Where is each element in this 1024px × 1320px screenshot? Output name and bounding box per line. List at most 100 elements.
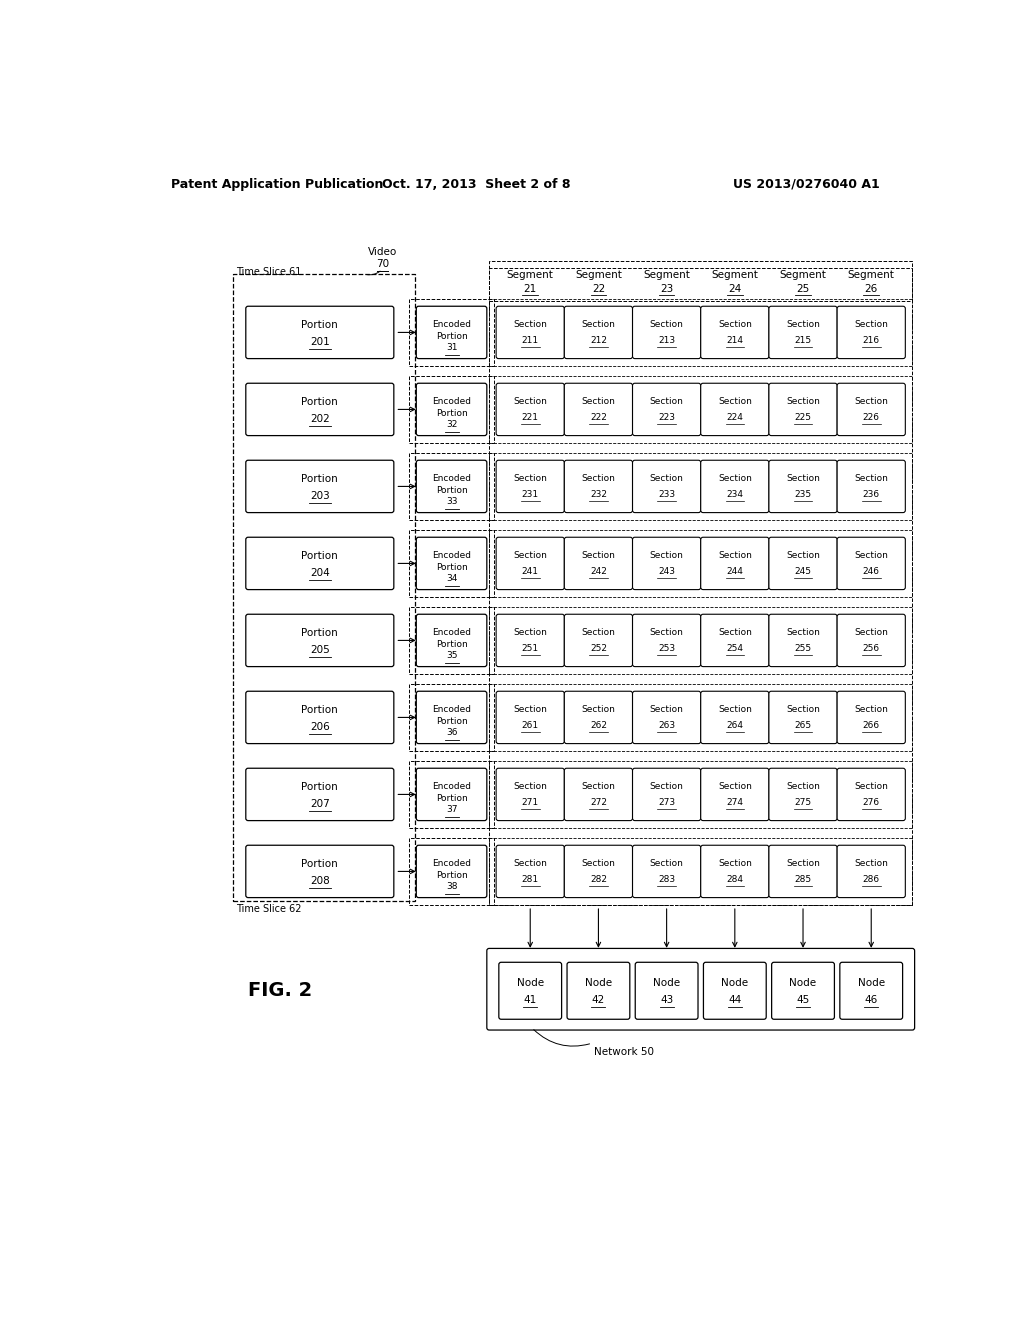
Text: 262: 262	[590, 721, 607, 730]
Text: 275: 275	[795, 797, 812, 807]
Text: 264: 264	[726, 721, 743, 730]
Text: Portion: Portion	[301, 705, 338, 714]
Text: FIG. 2: FIG. 2	[248, 981, 312, 1001]
Text: 254: 254	[726, 644, 743, 652]
Text: Section: Section	[582, 321, 615, 329]
Text: Node: Node	[790, 978, 816, 989]
FancyBboxPatch shape	[246, 614, 394, 667]
Text: Section: Section	[513, 628, 547, 638]
Text: 224: 224	[726, 413, 743, 421]
Text: Portion: Portion	[435, 486, 467, 495]
Text: Section: Section	[718, 552, 752, 560]
Text: Segment: Segment	[507, 271, 554, 280]
FancyBboxPatch shape	[633, 614, 700, 667]
FancyBboxPatch shape	[496, 461, 564, 512]
Text: 231: 231	[521, 490, 539, 499]
Text: Portion: Portion	[435, 793, 467, 803]
Text: Encoded: Encoded	[432, 705, 471, 714]
Text: US 2013/0276040 A1: US 2013/0276040 A1	[733, 178, 880, 190]
Text: 255: 255	[795, 644, 812, 652]
Text: 272: 272	[590, 797, 607, 807]
Text: 34: 34	[445, 574, 458, 583]
FancyBboxPatch shape	[496, 306, 564, 359]
Text: Video: Video	[368, 247, 397, 257]
Text: Section: Section	[786, 321, 820, 329]
FancyBboxPatch shape	[838, 306, 905, 359]
Text: Section: Section	[854, 783, 888, 791]
Bar	[410, 684, 494, 751]
Text: 46: 46	[864, 995, 878, 1005]
Text: Section: Section	[854, 859, 888, 869]
FancyBboxPatch shape	[635, 962, 698, 1019]
Bar	[410, 607, 494, 673]
Text: Node: Node	[585, 978, 612, 989]
Text: Section: Section	[649, 321, 684, 329]
Text: 214: 214	[726, 335, 743, 345]
Text: Section: Section	[582, 859, 615, 869]
FancyBboxPatch shape	[840, 962, 902, 1019]
FancyBboxPatch shape	[564, 537, 633, 590]
Text: Section: Section	[718, 397, 752, 407]
Text: 221: 221	[521, 413, 539, 421]
Text: Time Slice 61: Time Slice 61	[237, 267, 302, 277]
Text: Encoded: Encoded	[432, 859, 471, 869]
FancyBboxPatch shape	[700, 383, 769, 436]
Text: 208: 208	[310, 875, 330, 886]
Text: 244: 244	[726, 566, 743, 576]
Text: Section: Section	[513, 552, 547, 560]
Text: 25: 25	[797, 284, 810, 293]
Text: Section: Section	[854, 474, 888, 483]
Text: Section: Section	[513, 321, 547, 329]
Text: 37: 37	[445, 805, 458, 814]
FancyBboxPatch shape	[564, 614, 633, 667]
Text: 33: 33	[445, 498, 458, 507]
Text: Section: Section	[718, 705, 752, 714]
FancyBboxPatch shape	[246, 692, 394, 743]
FancyBboxPatch shape	[246, 461, 394, 512]
Text: Section: Section	[854, 552, 888, 560]
Bar	[489, 762, 912, 828]
FancyBboxPatch shape	[703, 962, 766, 1019]
Text: 204: 204	[310, 568, 330, 578]
Text: 281: 281	[521, 875, 539, 883]
Text: Section: Section	[786, 552, 820, 560]
Text: Segment: Segment	[848, 271, 895, 280]
Text: Section: Section	[786, 628, 820, 638]
FancyBboxPatch shape	[838, 845, 905, 898]
Text: 70: 70	[376, 259, 389, 268]
FancyBboxPatch shape	[838, 614, 905, 667]
FancyBboxPatch shape	[417, 306, 486, 359]
Text: Section: Section	[649, 783, 684, 791]
Text: Portion: Portion	[435, 331, 467, 341]
Text: Section: Section	[582, 474, 615, 483]
Text: 223: 223	[658, 413, 675, 421]
Text: Portion: Portion	[301, 628, 338, 638]
Text: 283: 283	[658, 875, 675, 883]
Text: 276: 276	[862, 797, 880, 807]
Text: Section: Section	[854, 628, 888, 638]
Text: 43: 43	[660, 995, 673, 1005]
Text: 26: 26	[864, 284, 878, 293]
Text: 222: 222	[590, 413, 607, 421]
Bar	[410, 838, 494, 904]
FancyBboxPatch shape	[486, 949, 914, 1030]
FancyBboxPatch shape	[633, 383, 700, 436]
Text: Section: Section	[649, 628, 684, 638]
Text: 38: 38	[445, 882, 458, 891]
Text: 241: 241	[521, 566, 539, 576]
Bar	[410, 762, 494, 828]
Text: Encoded: Encoded	[432, 552, 471, 560]
Text: 243: 243	[658, 566, 675, 576]
FancyBboxPatch shape	[417, 537, 486, 590]
Text: Portion: Portion	[301, 781, 338, 792]
Text: Portion: Portion	[301, 550, 338, 561]
Text: Time Slice 62: Time Slice 62	[237, 904, 302, 913]
Text: 242: 242	[590, 566, 607, 576]
Text: 212: 212	[590, 335, 607, 345]
FancyBboxPatch shape	[417, 845, 486, 898]
Text: 261: 261	[521, 721, 539, 730]
Text: Section: Section	[786, 397, 820, 407]
Text: 202: 202	[310, 413, 330, 424]
FancyBboxPatch shape	[496, 383, 564, 436]
FancyBboxPatch shape	[564, 461, 633, 512]
